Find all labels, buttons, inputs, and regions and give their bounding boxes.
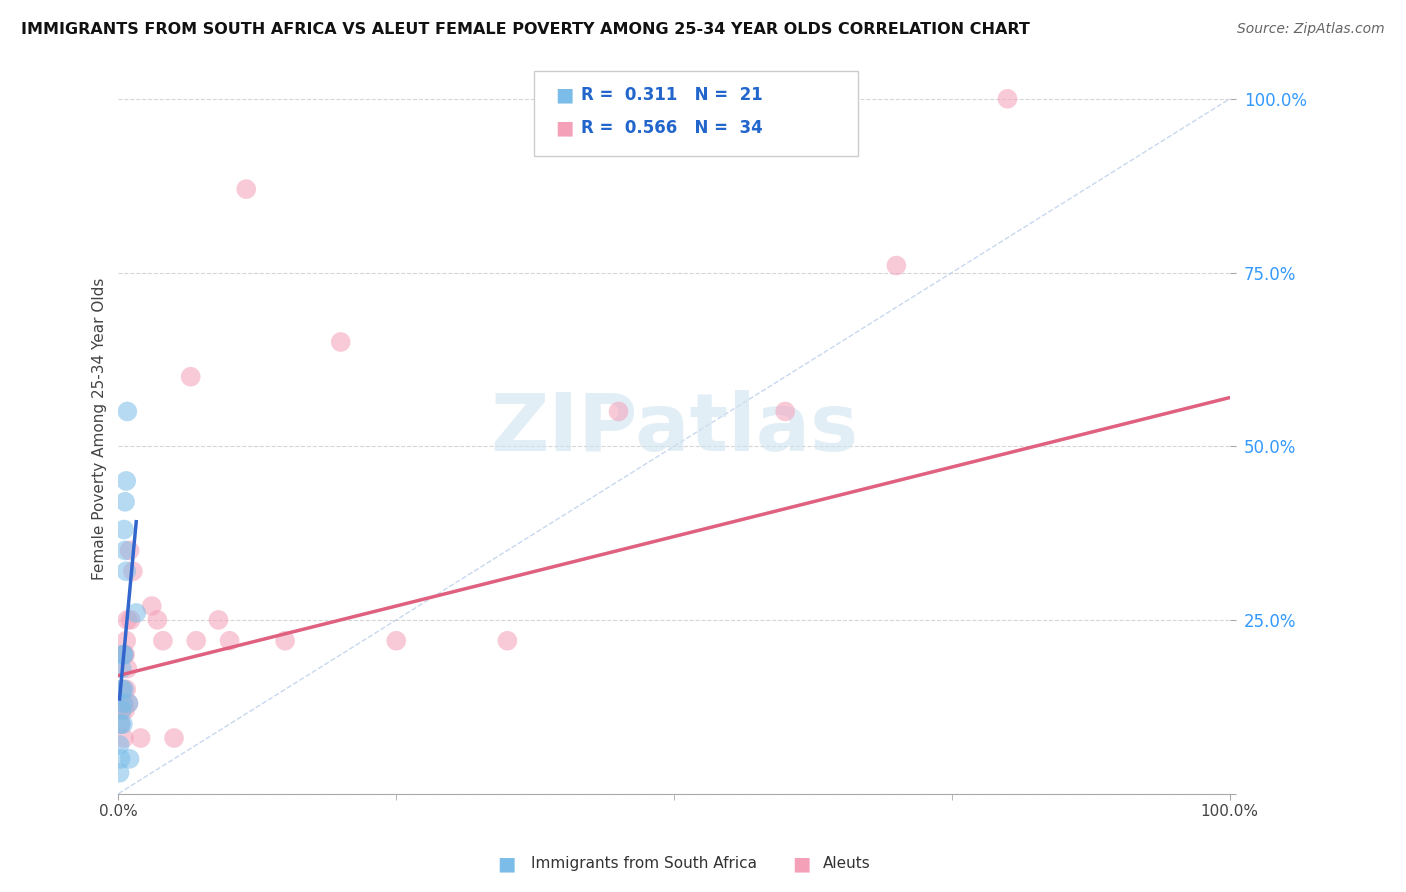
Text: Aleuts: Aleuts (823, 856, 870, 871)
Point (117, 696, 139, 710)
Point (111, 703, 134, 717)
Point (114, 543, 136, 558)
Point (163, 731, 186, 745)
Point (207, 613, 229, 627)
Point (111, 648, 134, 662)
Point (110, 717, 132, 731)
Point (112, 731, 135, 745)
Point (122, 564, 145, 578)
Point (112, 648, 135, 662)
Text: ■: ■ (555, 118, 574, 137)
Text: Source: ZipAtlas.com: Source: ZipAtlas.com (1237, 22, 1385, 37)
Point (111, 703, 134, 717)
Point (186, 633, 208, 648)
Point (117, 404, 139, 418)
Point (112, 648, 135, 662)
Point (115, 633, 138, 648)
Point (115, 474, 138, 488)
Point (385, 633, 408, 648)
Text: R =  0.566   N =  34: R = 0.566 N = 34 (581, 119, 762, 136)
Text: Immigrants from South Africa: Immigrants from South Africa (531, 856, 758, 871)
Point (112, 523, 135, 537)
Point (114, 648, 136, 662)
Point (111, 661, 134, 675)
Point (496, 633, 519, 648)
Point (114, 495, 136, 509)
Point (111, 682, 134, 697)
Point (886, 259, 908, 273)
Point (111, 696, 134, 710)
Text: ■: ■ (555, 86, 574, 105)
Y-axis label: Female Poverty Among 25-34 Year Olds: Female Poverty Among 25-34 Year Olds (93, 277, 107, 580)
Point (111, 682, 134, 697)
Point (118, 752, 141, 766)
Point (146, 613, 169, 627)
Point (117, 613, 139, 627)
Point (110, 717, 132, 731)
Point (112, 682, 135, 697)
Text: R =  0.311   N =  21: R = 0.311 N = 21 (581, 87, 762, 104)
Text: IMMIGRANTS FROM SOUTH AFRICA VS ALEUT FEMALE POVERTY AMONG 25-34 YEAR OLDS CORRE: IMMIGRANTS FROM SOUTH AFRICA VS ALEUT FE… (21, 22, 1031, 37)
Text: ■: ■ (496, 854, 516, 873)
Point (110, 752, 132, 766)
Point (235, 182, 257, 196)
Point (329, 334, 352, 349)
Text: ZIPatlas: ZIPatlas (489, 390, 858, 467)
Point (129, 731, 152, 745)
Point (607, 404, 630, 418)
Point (152, 633, 174, 648)
Point (115, 682, 138, 697)
Point (274, 633, 297, 648)
Point (112, 696, 135, 710)
Point (773, 404, 796, 418)
Point (997, 92, 1019, 106)
Point (108, 765, 131, 780)
Point (120, 613, 142, 627)
Point (218, 633, 240, 648)
Point (125, 606, 148, 620)
Point (114, 703, 136, 717)
Point (118, 543, 141, 558)
Point (117, 696, 139, 710)
Point (108, 738, 131, 752)
Point (115, 564, 138, 578)
Point (117, 661, 139, 675)
Point (141, 599, 163, 613)
Point (180, 369, 202, 384)
Point (111, 717, 134, 731)
Text: ■: ■ (792, 854, 811, 873)
